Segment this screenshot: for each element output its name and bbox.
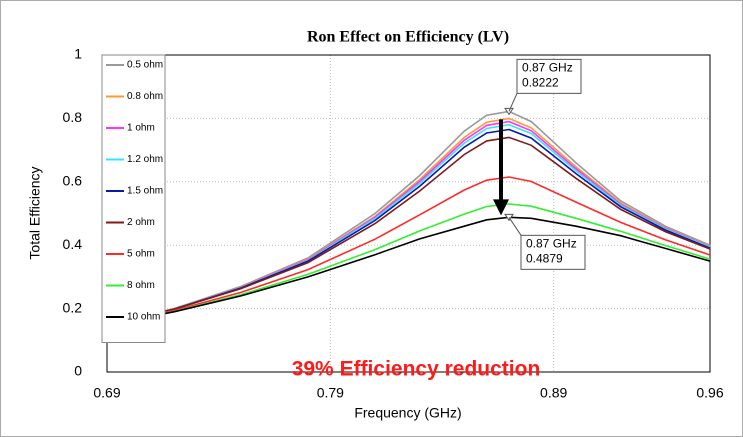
annotation-leader [508, 93, 518, 112]
arrow-head [493, 199, 509, 216]
y-tick-label: 1 [74, 46, 82, 62]
legend-label: 1.5 ohm [127, 186, 163, 197]
legend-box [101, 54, 166, 343]
x-tick-label: 0.96 [696, 385, 723, 401]
series-line [106, 216, 711, 326]
annotation-text: 0.4879 [526, 252, 563, 266]
legend-label: 5 ohm [127, 249, 155, 260]
y-tick-label: 0 [74, 363, 82, 379]
x-axis-label: Frequency (GHz) [354, 405, 461, 421]
legend-label: 10 ohm [127, 312, 160, 323]
legend-label: 1.2 ohm [127, 154, 163, 165]
series-line [106, 136, 711, 326]
x-tick-label: 0.69 [93, 385, 120, 401]
annotation-marker [504, 107, 514, 116]
legend-label: 1 ohm [127, 123, 155, 134]
y-tick-label: 0.4 [63, 236, 83, 252]
callout: 39% Efficiency reduction [292, 358, 541, 381]
y-tick-label: 0.2 [63, 299, 83, 315]
series-line [106, 203, 711, 326]
annotation-leader [508, 217, 522, 236]
annotation-box [520, 234, 586, 270]
series-line [106, 176, 711, 326]
legend-label: 0.5 ohm [127, 60, 163, 71]
y-tick-label: 0.6 [63, 173, 83, 189]
x-tick-label: 0.89 [540, 385, 567, 401]
y-tick-label: 0.8 [63, 109, 83, 125]
y-axis-label: Total Efficiency [27, 166, 43, 259]
annotation-text: 0.8222 [522, 76, 559, 90]
legend-label: 8 ohm [127, 280, 155, 291]
annotation-text: 0.87 GHz [526, 237, 577, 251]
x-tick-label: 0.79 [317, 385, 344, 401]
annotation-text: 0.87 GHz [522, 61, 573, 75]
legend-label: 0.8 ohm [127, 91, 163, 102]
legend-label: 2 ohm [127, 217, 155, 228]
chart-title: Ron Effect on Efficiency (LV) [307, 29, 509, 46]
annotation-box [516, 58, 582, 94]
